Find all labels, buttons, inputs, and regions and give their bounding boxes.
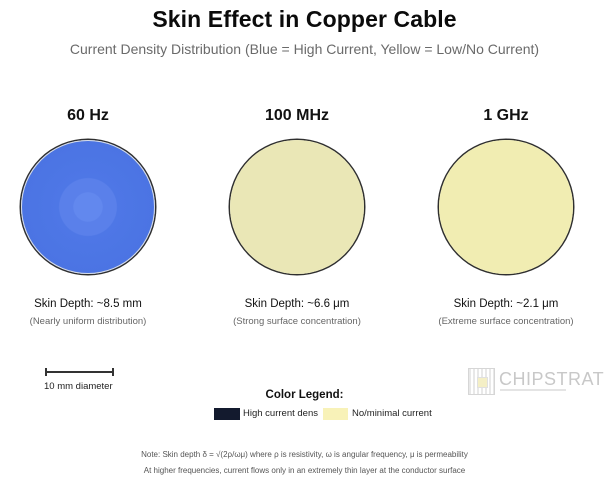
legend-swatch-no-current <box>323 408 348 420</box>
distribution-note-100mhz: (Strong surface concentration) <box>233 316 361 327</box>
frequency-label-100mhz: 100 MHz <box>264 107 330 124</box>
footnote-explanation: At higher frequencies, current flows onl… <box>143 466 466 475</box>
footnote-formula: Note: Skin depth δ = √(2ρ/ωμ) where ρ is… <box>141 450 468 459</box>
page-title: Skin Effect in Copper Cable <box>152 6 457 32</box>
frequency-label-60hz: 60 Hz <box>67 107 109 124</box>
frequency-label-1ghz: 1 GHz <box>483 107 529 124</box>
skin-depth-100mhz: Skin Depth: ~6.6 μm <box>244 298 350 310</box>
legend-label-high-current: High current dens <box>243 408 318 419</box>
scale-bar-label: 10 mm diameter <box>44 381 113 392</box>
chipstrat-watermark: CHIPSTRAT <box>499 369 605 389</box>
chip-icon <box>477 377 488 388</box>
page-subtitle: Current Density Distribution (Blue = Hig… <box>69 41 540 57</box>
distribution-note-60hz: (Nearly uniform distribution) <box>29 316 147 327</box>
legend-label-no-current: No/minimal current <box>352 408 432 419</box>
legend-title: Color Legend: <box>265 389 344 401</box>
distribution-note-1ghz: (Extreme surface concentration) <box>438 316 574 327</box>
scale-bar-right-tick <box>112 368 114 376</box>
skin-depth-60hz: Skin Depth: ~8.5 mm <box>34 298 142 310</box>
conductor-cross-section-100mhz <box>230 140 364 274</box>
scale-bar <box>45 371 113 373</box>
watermark-tagline <box>500 389 566 391</box>
conductor-cross-section-1ghz <box>439 140 573 274</box>
skin-depth-1ghz: Skin Depth: ~2.1 μm <box>453 298 559 310</box>
conductor-cross-section-60hz <box>21 140 155 274</box>
legend-swatch-high-current <box>214 408 240 420</box>
